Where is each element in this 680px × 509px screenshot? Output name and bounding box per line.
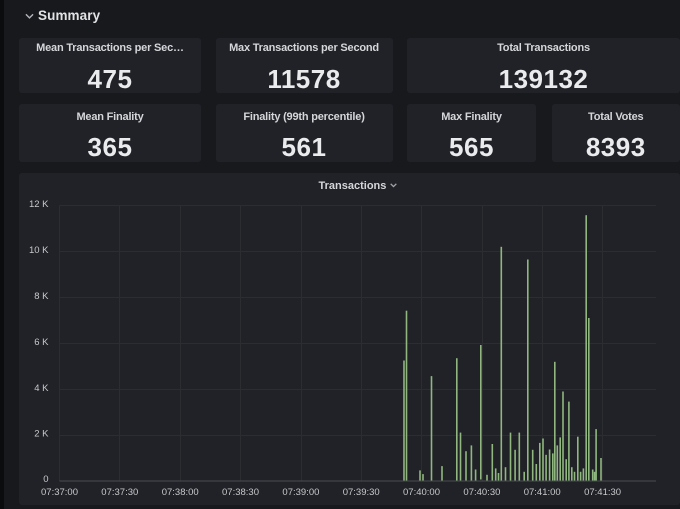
- svg-text:07:41:30: 07:41:30: [584, 487, 621, 498]
- svg-text:10 K: 10 K: [29, 245, 49, 256]
- svg-text:07:38:30: 07:38:30: [222, 487, 259, 498]
- svg-text:07:40:00: 07:40:00: [403, 487, 440, 498]
- svg-text:0: 0: [43, 474, 48, 485]
- svg-text:07:39:30: 07:39:30: [343, 487, 380, 498]
- svg-text:07:40:30: 07:40:30: [463, 487, 500, 498]
- svg-text:07:37:00: 07:37:00: [41, 487, 78, 498]
- svg-text:8 K: 8 K: [34, 291, 49, 302]
- svg-text:07:37:30: 07:37:30: [101, 487, 138, 498]
- svg-text:4 K: 4 K: [34, 383, 49, 394]
- svg-text:12 K: 12 K: [29, 199, 49, 210]
- svg-text:6 K: 6 K: [34, 337, 49, 348]
- svg-text:07:38:00: 07:38:00: [162, 487, 199, 498]
- svg-text:2 K: 2 K: [34, 429, 49, 440]
- svg-text:07:41:00: 07:41:00: [524, 487, 561, 498]
- svg-text:07:39:00: 07:39:00: [282, 487, 319, 498]
